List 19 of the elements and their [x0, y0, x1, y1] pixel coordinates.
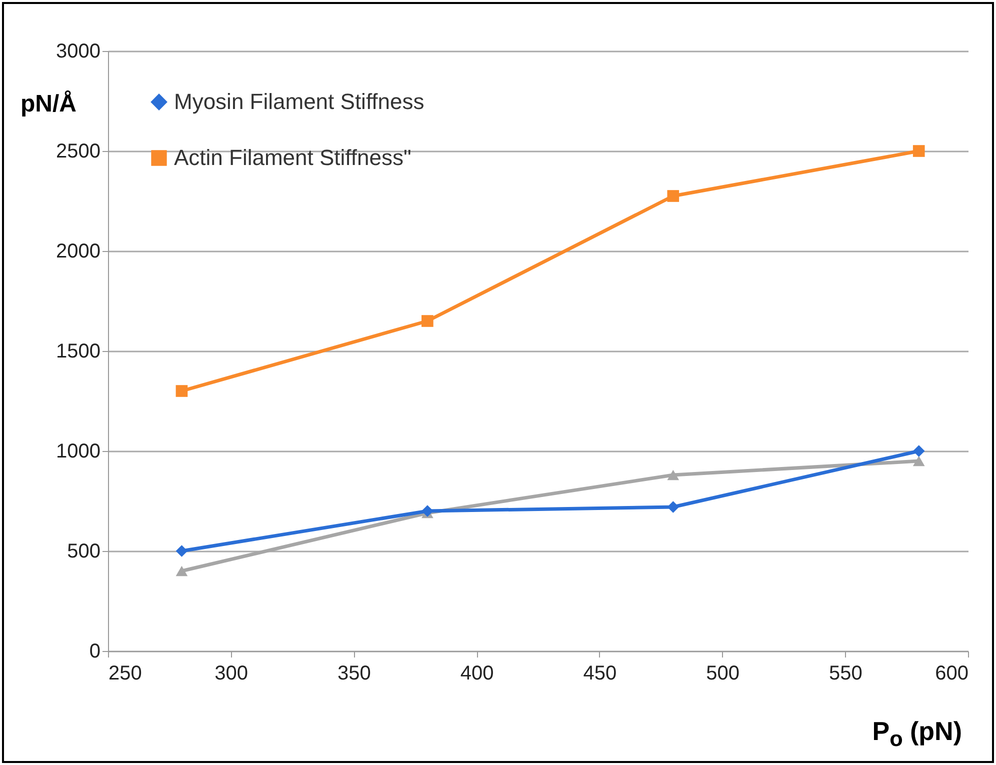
- y-tick-label: 3000: [56, 40, 100, 62]
- y-tick-label: 0: [89, 640, 100, 662]
- legend-label: Myosin Filament Stiffness: [174, 89, 424, 114]
- x-tick-label: 600: [935, 662, 968, 684]
- y-tick-label: 2000: [56, 240, 100, 262]
- x-tick-label: 350: [338, 662, 371, 684]
- legend-label: Actin Filament Stiffness": [174, 145, 412, 170]
- x-tick-label: 400: [460, 662, 494, 684]
- y-tick-label: 1000: [56, 440, 100, 462]
- x-axis-title: P$_{o}$ (pN): [872, 716, 962, 752]
- x-tick-label: 500: [706, 662, 740, 684]
- y-tick-label: 500: [67, 540, 100, 562]
- x-tick-label: 250: [108, 662, 142, 684]
- y-axis-title: pN/Å: [20, 90, 76, 118]
- x-tick-label: 550: [828, 662, 862, 684]
- x-tick-label: 300: [214, 662, 248, 684]
- y-tick-label: 1500: [56, 340, 100, 362]
- y-tick-label: 2500: [56, 140, 100, 162]
- x-tick-label: 450: [583, 662, 617, 684]
